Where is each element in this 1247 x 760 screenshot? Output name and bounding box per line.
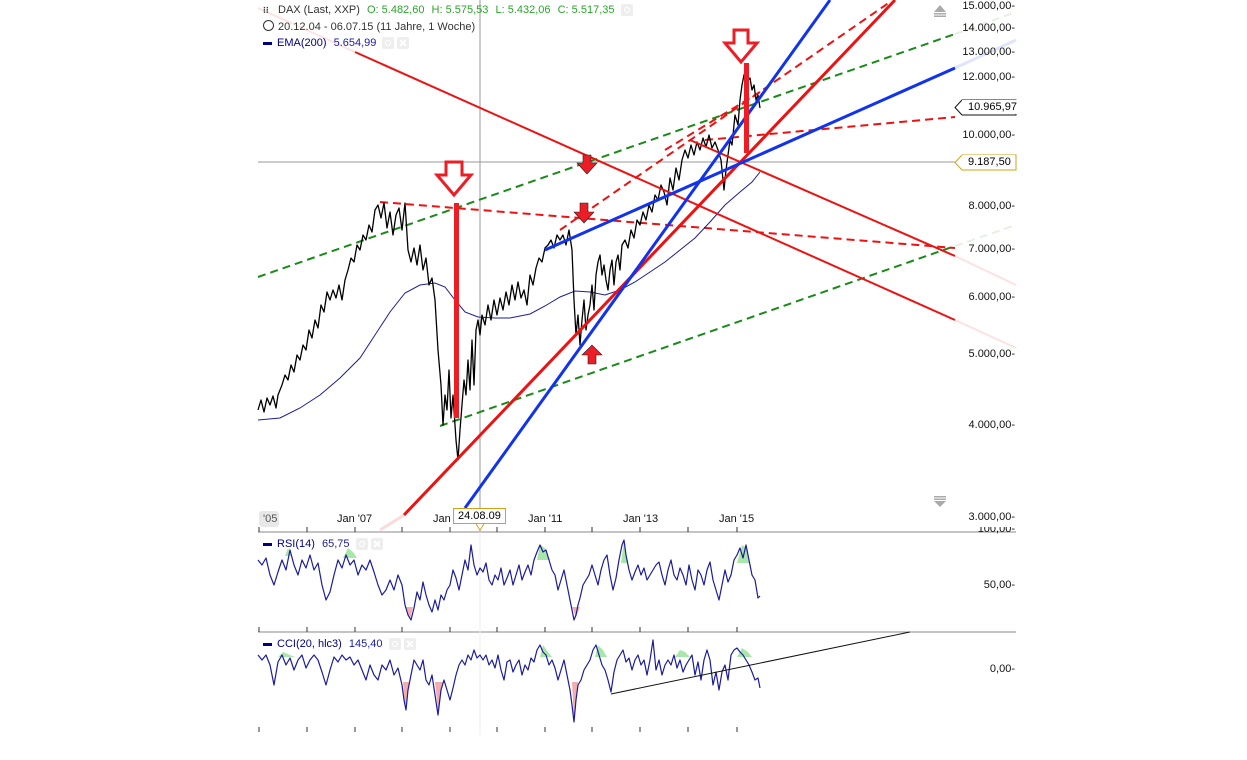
cci-value: 145,40 bbox=[348, 638, 383, 650]
price-tick: 10.000,00- bbox=[962, 129, 1015, 141]
rsi-legend: RSI(14) 65,75 bbox=[263, 538, 383, 551]
cci-tick: 0,00- bbox=[989, 663, 1015, 675]
ema-settings-gear-icon[interactable] bbox=[382, 37, 395, 50]
red-thick-trendline[interactable] bbox=[402, 0, 897, 517]
rsi-settings-gear-icon[interactable] bbox=[355, 538, 368, 551]
period-label: 20.12.04 - 06.07.15 (11 Jahre, 1 Woche) bbox=[278, 21, 476, 33]
price-tick: 5.000,00- bbox=[968, 348, 1015, 360]
red-measure-bars bbox=[454, 63, 749, 418]
rsi-panel[interactable] bbox=[257, 539, 761, 621]
time-label: Jan bbox=[433, 513, 451, 525]
time-label: Jan '11 bbox=[528, 513, 563, 525]
ema-value: 5.654,99 bbox=[333, 37, 377, 49]
time-label: Jan '15 bbox=[719, 513, 755, 525]
blue-trendlines[interactable] bbox=[463, 0, 956, 509]
price-tick: 8.000,00- bbox=[968, 200, 1015, 212]
ema-200-line bbox=[257, 171, 761, 421]
price-tick: 7.000,00- bbox=[968, 243, 1015, 255]
filled-arrow-icon bbox=[573, 154, 603, 365]
price-tick: 4.000,00- bbox=[968, 419, 1015, 431]
rsi-label: RSI(14) bbox=[277, 538, 315, 550]
price-tick: 6.000,00- bbox=[968, 291, 1015, 303]
current-price-label: 10.965,97 bbox=[962, 100, 1021, 114]
ema-label: EMA(200) bbox=[277, 37, 327, 49]
ohlc-chart-icon: ⁝⁝ bbox=[263, 5, 269, 15]
clock-icon bbox=[263, 20, 274, 31]
legend-period-row: 20.12.04 - 06.07.15 (11 Jahre, 1 Woche) bbox=[263, 20, 475, 34]
ohlc-open: O: 5.482,60 bbox=[366, 4, 425, 16]
rsi-close-icon[interactable] bbox=[370, 538, 383, 551]
crosshair-date-tag: 24.08.09 bbox=[453, 508, 506, 524]
legend-symbol-row: ⁝⁝ DAX (Last, XXP) O: 5.482,60 H: 5.575,5… bbox=[263, 4, 633, 17]
gear-icon[interactable] bbox=[620, 4, 633, 17]
ema-close-icon[interactable] bbox=[397, 37, 410, 50]
cci-trendline[interactable] bbox=[610, 631, 911, 695]
scroll-left-button[interactable] bbox=[259, 511, 279, 527]
price-tick: 14.000,00- bbox=[962, 22, 1015, 34]
cci-close-icon[interactable] bbox=[403, 638, 416, 651]
red-dashed-trendlines[interactable] bbox=[379, 1, 956, 249]
price-tick: 3.000,00- bbox=[968, 511, 1015, 523]
cci-settings-gear-icon[interactable] bbox=[388, 638, 401, 651]
ema-swatch-icon bbox=[263, 41, 272, 45]
rsi-tick: 50,00- bbox=[983, 579, 1015, 591]
cci-swatch-icon bbox=[263, 642, 272, 646]
rsi-value: 65,75 bbox=[321, 538, 350, 550]
rsi-tick: 100,00- bbox=[977, 527, 1015, 535]
time-label: Jan '07 bbox=[337, 513, 373, 525]
green-dashed-trendlines[interactable] bbox=[257, 33, 956, 427]
ohlc-high: H: 5.575,53 bbox=[431, 4, 489, 16]
crosshair bbox=[258, 0, 1016, 735]
crosshair-price-label: 9.187,50 bbox=[962, 155, 1015, 169]
price-tick: 12.000,00- bbox=[962, 71, 1015, 83]
symbol-label: DAX (Last, XXP) bbox=[278, 4, 360, 16]
ohlc-low: L: 5.432,06 bbox=[495, 4, 551, 16]
time-label: '05 bbox=[263, 513, 278, 525]
time-axis-ticks bbox=[258, 527, 738, 732]
red-solid-trendlines[interactable] bbox=[354, 51, 956, 321]
scroll-down-icon[interactable] bbox=[934, 496, 946, 507]
price-tick: 15.000,00- bbox=[962, 0, 1015, 12]
price-tick: 13.000,00- bbox=[962, 46, 1015, 58]
cci-legend: CCI(20, hlc3) 145,40 bbox=[263, 638, 416, 651]
ohlc-close: C: 5.517,35 bbox=[557, 4, 615, 16]
dax-price-line bbox=[257, 69, 761, 461]
time-label: Jan '13 bbox=[623, 513, 659, 525]
legend-ema-row: EMA(200) 5.654,99 bbox=[263, 37, 410, 50]
rsi-swatch-icon bbox=[263, 542, 272, 546]
cci-label: CCI(20, hlc3) bbox=[277, 638, 342, 650]
cci-panel[interactable] bbox=[257, 631, 911, 723]
date-tag-pointer bbox=[475, 523, 485, 531]
scroll-up-icon[interactable] bbox=[934, 5, 946, 17]
down-arrow-outline-icon bbox=[433, 28, 761, 198]
